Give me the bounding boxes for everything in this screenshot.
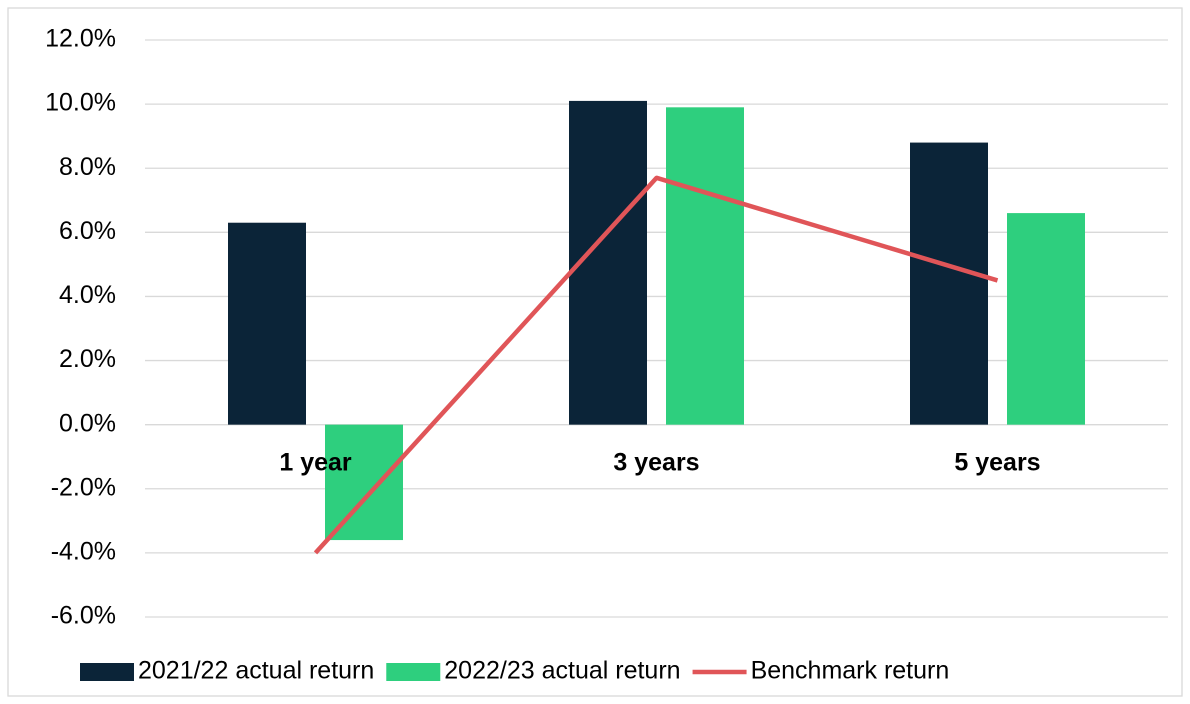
y-tick-label: 8.0% xyxy=(59,153,116,181)
bar xyxy=(910,142,988,425)
legend-label: 2022/23 actual return xyxy=(444,657,680,685)
legend-swatch xyxy=(386,663,441,681)
x-tick-label: 3 years xyxy=(613,449,699,477)
y-tick-label: 0.0% xyxy=(59,409,116,437)
bar xyxy=(325,424,403,541)
y-tick-label: 12.0% xyxy=(45,25,116,53)
y-tick-label: -2.0% xyxy=(51,473,116,501)
y-tick-label: -4.0% xyxy=(51,537,116,565)
bar xyxy=(666,107,744,425)
y-tick-label: 4.0% xyxy=(59,281,116,309)
y-tick-label: 6.0% xyxy=(59,217,116,245)
bar xyxy=(1007,213,1085,425)
legend-label: 2021/22 actual return xyxy=(138,657,374,685)
y-tick-label: 2.0% xyxy=(59,345,116,373)
y-tick-label: 10.0% xyxy=(45,89,116,117)
bar xyxy=(228,222,306,425)
x-tick-label: 1 year xyxy=(279,449,352,477)
y-tick-label: -6.0% xyxy=(51,602,116,630)
line-series xyxy=(313,175,999,555)
legend-label: Benchmark return xyxy=(751,657,950,685)
x-tick-label: 5 years xyxy=(954,449,1040,477)
legend-swatch xyxy=(80,663,134,681)
